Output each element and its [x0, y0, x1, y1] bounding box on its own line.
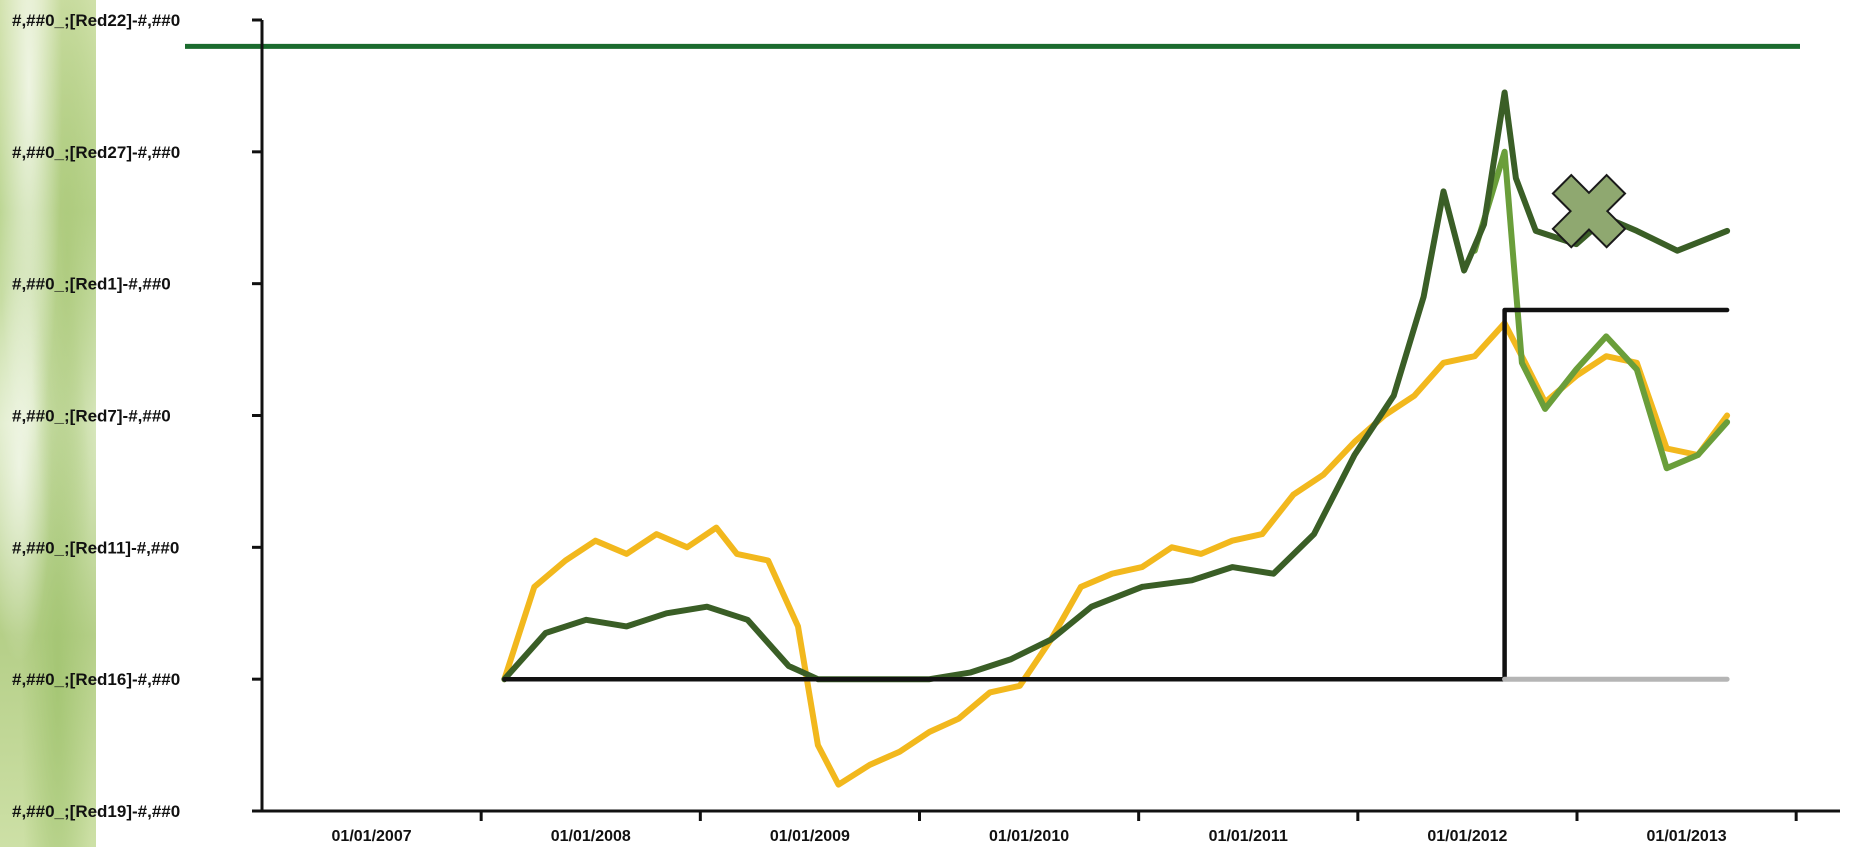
x-tick-label: 01/01/2010 [989, 828, 1069, 845]
y-tick-label: #,##0_;[Red11]-#,##0 [12, 538, 179, 557]
x-marker-icon [1551, 173, 1627, 249]
y-tick-label: #,##0_;[Red22]-#,##0 [12, 11, 180, 30]
x-marker-shape [1551, 173, 1627, 249]
x-axis-ticks: 01/01/2007 01/01/2008 01/01/2009 01/01/2010… [332, 811, 1798, 845]
series-line-0 [501, 320, 1731, 788]
leafy-background-strip [0, 0, 96, 847]
series-line-2 [501, 89, 1731, 683]
series-line-1 [1471, 148, 1731, 472]
x-tick-label: 01/01/2013 [1647, 828, 1727, 845]
series-line-3 [502, 307, 1730, 682]
x-tick-label: 01/01/2011 [1209, 828, 1288, 845]
x-tick-label: 01/01/2008 [551, 828, 631, 845]
series-layer [501, 89, 1731, 788]
x-tick-label: 01/01/2009 [770, 828, 850, 845]
x-tick-label: 01/01/2012 [1427, 828, 1507, 845]
y-axis-ticks: #,##0_;[Red22]-#,##0 #,##0_;[Red27]-#,##0… [12, 11, 262, 821]
axes [260, 20, 1840, 813]
y-tick-label: #,##0_;[Red7]-#,##0 [12, 407, 171, 426]
y-tick-label: #,##0_;[Red19]-#,##0 [12, 802, 180, 821]
y-tick-label: #,##0_;[Red1]-#,##0 [12, 275, 171, 294]
annotation-layer [1551, 173, 1627, 249]
y-tick-label: #,##0_;[Red27]-#,##0 [12, 143, 180, 162]
x-tick-label: 01/01/2007 [332, 828, 412, 845]
y-tick-label: #,##0_;[Red16]-#,##0 [12, 670, 180, 689]
